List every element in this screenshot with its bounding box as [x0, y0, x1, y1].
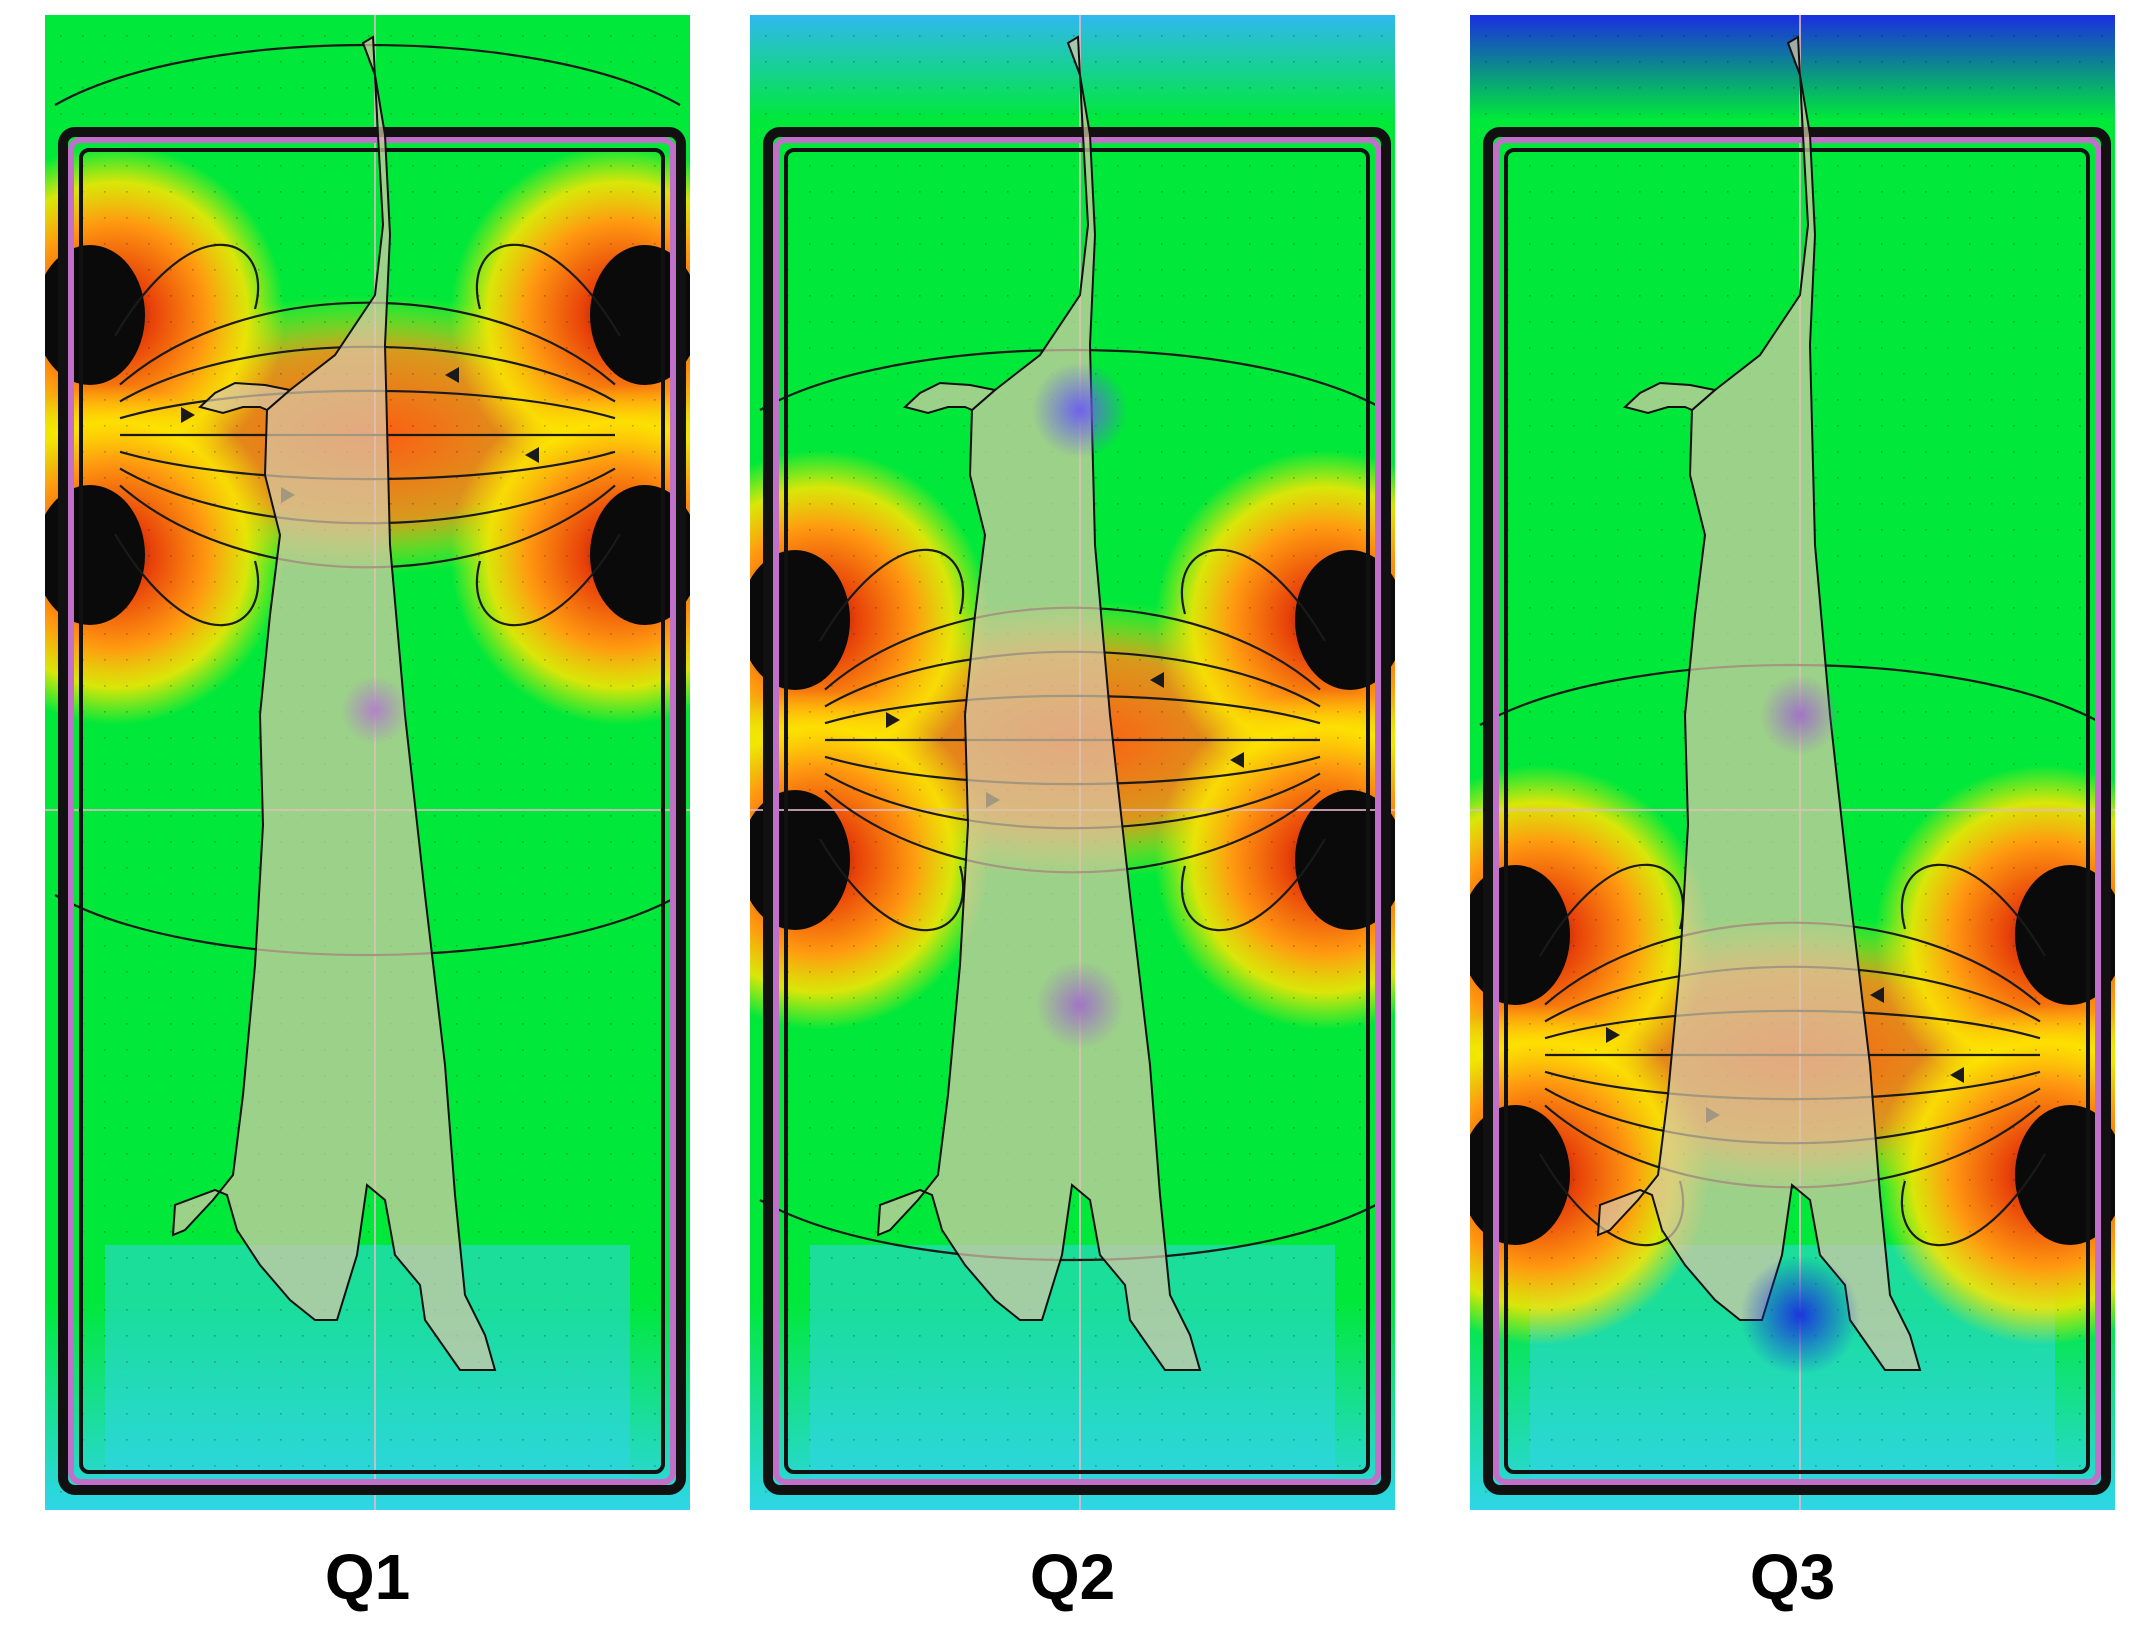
panel-label-q3: Q3: [1470, 1545, 2115, 1609]
field-map-q2: [750, 15, 1395, 1510]
panel-label-q2: Q2: [750, 1545, 1395, 1609]
field-map-panel-q3: [1470, 15, 2115, 1510]
field-minimum-spot: [1740, 1255, 1860, 1375]
field-minimum-spot: [1036, 961, 1124, 1049]
field-map-q1: [45, 15, 690, 1510]
field-map-panel-q1: [45, 15, 690, 1510]
field-map-panel-q2: [750, 15, 1395, 1510]
field-minimum-spot: [1760, 675, 1840, 755]
panel-label-q1: Q1: [45, 1545, 690, 1609]
field-minimum-spot: [1032, 362, 1128, 458]
field-minimum-spot: [341, 676, 409, 744]
low-field-zone: [810, 1245, 1335, 1485]
field-map-q3: [1470, 15, 2115, 1510]
low-field-zone: [105, 1245, 630, 1485]
